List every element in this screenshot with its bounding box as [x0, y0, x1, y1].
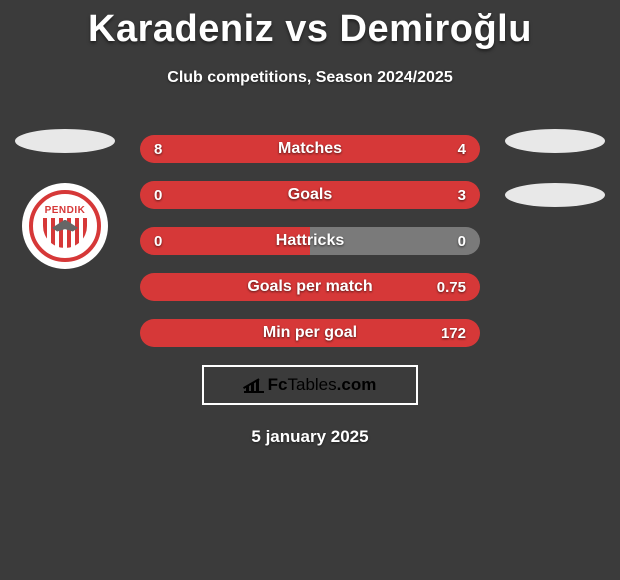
- bar-goals-per-match: Goals per match 0.75: [140, 273, 480, 301]
- bar-label: Goals per match: [247, 278, 372, 296]
- comparison-content: PENDIK 8 Matches 4 0 Goals 3 0 Hattricks…: [0, 135, 620, 447]
- bar-value-right: 0: [458, 233, 466, 250]
- right-player-column: [500, 129, 610, 207]
- bar-label: Goals: [288, 186, 332, 204]
- bar-min-per-goal: Min per goal 172: [140, 319, 480, 347]
- bar-label: Min per goal: [263, 324, 357, 342]
- date-text: 5 january 2025: [0, 427, 620, 447]
- bar-value-left: 8: [154, 141, 162, 158]
- bar-label: Hattricks: [276, 232, 344, 250]
- left-player-column: PENDIK: [10, 129, 120, 269]
- player-oval-left: [15, 129, 115, 153]
- player-oval-right-2: [505, 183, 605, 207]
- bar-hattricks: 0 Hattricks 0: [140, 227, 480, 255]
- chart-icon: [244, 377, 264, 393]
- bar-matches: 8 Matches 4: [140, 135, 480, 163]
- player-oval-right-1: [505, 129, 605, 153]
- club-badge-left: PENDIK: [22, 183, 108, 269]
- brand-text: FcTables.com: [268, 375, 377, 395]
- bar-value-right: 4: [458, 141, 466, 158]
- bar-value-right: 3: [458, 187, 466, 204]
- brand-box[interactable]: FcTables.com: [202, 365, 418, 405]
- badge-eagle-icon: [52, 220, 78, 232]
- stat-bars: 8 Matches 4 0 Goals 3 0 Hattricks 0 Goal…: [140, 135, 480, 347]
- bar-goals: 0 Goals 3: [140, 181, 480, 209]
- badge-stripes: [43, 218, 87, 248]
- bar-label: Matches: [278, 140, 342, 158]
- bar-value-left: 0: [154, 233, 162, 250]
- bar-value-left: 0: [154, 187, 162, 204]
- page-title: Karadeniz vs Demiroğlu: [0, 0, 620, 51]
- badge-text: PENDIK: [45, 205, 86, 216]
- subtitle: Club competitions, Season 2024/2025: [0, 69, 620, 87]
- bar-value-right: 172: [441, 325, 466, 342]
- bar-value-right: 0.75: [437, 279, 466, 296]
- badge-inner: PENDIK: [29, 190, 101, 262]
